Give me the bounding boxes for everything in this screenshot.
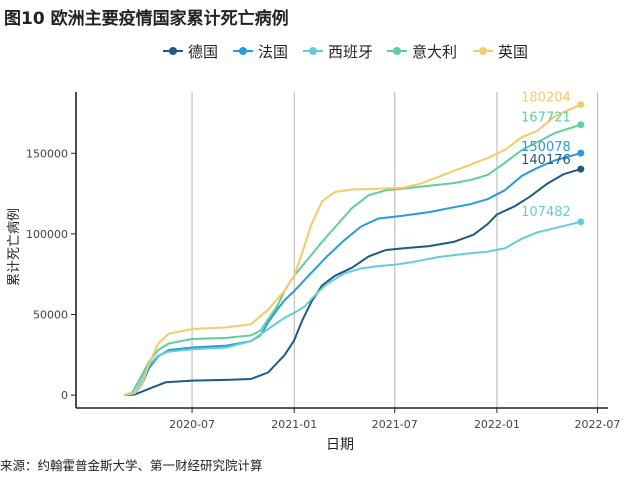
y-tick-label-1: 50000 — [33, 308, 68, 321]
end-point-4 — [577, 101, 585, 109]
x-tick-label-0: 2020-07 — [169, 418, 215, 431]
legend-item-2: 西班牙 — [302, 40, 373, 62]
source-note: 来源：约翰霍普金斯大学、第一财经研究院计算 — [0, 458, 263, 473]
y-tick-label-2: 100000 — [26, 228, 68, 241]
legend-item-3: 意大利 — [386, 40, 457, 62]
x-tick-label-4: 2022-07 — [574, 418, 620, 431]
legend-label: 法国 — [258, 42, 289, 61]
series-lines — [124, 101, 585, 397]
y-tick-label-3: 150000 — [26, 147, 68, 160]
axes: 2020-07 2021-01 2021-07 2022-01 2022-07 0 5000… — [26, 92, 620, 431]
legend: 德国 法国 西班牙 意大利 英国 — [0, 40, 640, 62]
legend-label: 英国 — [498, 42, 529, 61]
x-tick-label-2: 2021-07 — [372, 418, 418, 431]
series-line-3 — [124, 123, 582, 397]
x-tick-label-1: 2021-01 — [271, 418, 317, 431]
legend-item-0: 德国 — [162, 40, 218, 62]
y-tick-label-0: 0 — [61, 389, 68, 402]
x-tick-label-3: 2022-01 — [474, 418, 520, 431]
x-axis-label: 日期 — [326, 437, 354, 453]
end-point-3 — [577, 121, 585, 129]
legend-key-icon — [303, 47, 323, 55]
end-label-3: 167721 — [521, 111, 571, 126]
legend-item-1: 法国 — [232, 40, 288, 62]
legend-item-4: 英国 — [472, 40, 528, 62]
end-label-1: 150078 — [521, 140, 571, 155]
legend-label: 德国 — [188, 42, 219, 61]
legend-key-icon — [473, 47, 493, 55]
end-label-2: 107482 — [521, 205, 571, 220]
legend-key-icon — [387, 47, 407, 55]
legend-key-icon — [233, 47, 253, 55]
end-point-2 — [577, 218, 585, 226]
legend-label: 西班牙 — [328, 42, 374, 61]
series-line-4 — [124, 103, 582, 397]
chart-title: 图10 欧洲主要疫情国家累计死亡病例 — [4, 9, 289, 29]
legend-key-icon — [163, 47, 183, 55]
y-axis-label: 累计死亡病例 — [7, 208, 22, 286]
end-point-1 — [577, 149, 585, 157]
legend-label: 意大利 — [412, 42, 458, 61]
end-label-0: 140176 — [521, 153, 571, 168]
series-line-2 — [124, 220, 582, 397]
series-line-0 — [124, 168, 582, 397]
end-label-4: 180204 — [521, 91, 571, 106]
end-point-0 — [577, 165, 585, 173]
